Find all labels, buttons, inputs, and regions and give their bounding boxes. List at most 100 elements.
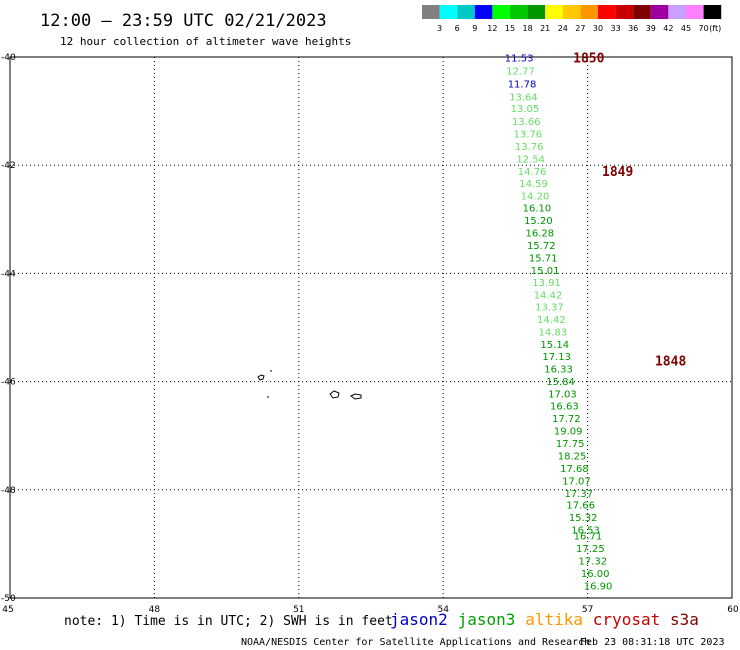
lat-tick-label: -48 bbox=[1, 486, 16, 496]
legend-label: 24 bbox=[558, 24, 568, 33]
swh-value: 15.14 bbox=[540, 340, 569, 351]
legend-label: 12 bbox=[487, 24, 497, 33]
swh-value: 16.63 bbox=[550, 402, 579, 413]
swh-value: 13.76 bbox=[515, 142, 544, 153]
swh-value: 14.42 bbox=[534, 290, 563, 301]
island-outline bbox=[350, 393, 362, 400]
legend-swatch bbox=[492, 5, 510, 19]
map-subtitle: 12 hour collection of altimeter wave hei… bbox=[60, 35, 351, 48]
lat-tick-label: -42 bbox=[1, 161, 16, 171]
legend-swatch bbox=[633, 5, 651, 19]
swh-value: 16.53 bbox=[571, 526, 600, 537]
legend-label: 18 bbox=[523, 24, 533, 33]
lat-tick-label: -50 bbox=[1, 594, 16, 604]
swh-value: 16.28 bbox=[526, 229, 555, 240]
legend-label: 42 bbox=[663, 24, 673, 33]
swh-value: 12.54 bbox=[516, 154, 545, 165]
swh-value: 13.66 bbox=[512, 117, 541, 128]
lat-tick-label: -40 bbox=[1, 53, 16, 63]
lon-tick-label: 48 bbox=[149, 605, 161, 615]
cycle-labels: 1850184918481847 bbox=[573, 51, 686, 369]
lat-tick-label: -44 bbox=[1, 269, 16, 279]
lon-tick-label: 54 bbox=[437, 605, 449, 615]
legend-unit: (ft) bbox=[709, 24, 721, 33]
swh-value: 15.20 bbox=[524, 216, 553, 227]
swh-value: 14.83 bbox=[539, 328, 568, 339]
cycle-number: 1849 bbox=[602, 165, 633, 180]
lon-tick-label: 60 bbox=[727, 605, 739, 615]
island-outline bbox=[257, 374, 265, 381]
swh-value: 14.76 bbox=[518, 167, 547, 178]
swh-value: 13.05 bbox=[511, 104, 540, 115]
timestamp-text: Feb 23 08:31:18 UTC 2023 bbox=[580, 637, 725, 648]
swh-value: 17.72 bbox=[552, 414, 581, 425]
swh-value: 15.72 bbox=[527, 241, 556, 252]
swh-value: 13.91 bbox=[532, 278, 561, 289]
satellite-name: jason2 bbox=[390, 610, 448, 629]
crozet-islands bbox=[257, 370, 362, 400]
swh-value: 13.76 bbox=[513, 130, 542, 141]
legend-label: 21 bbox=[540, 24, 550, 33]
swh-value: 17.37 bbox=[564, 489, 593, 500]
legend-swatch bbox=[474, 5, 493, 19]
legend-swatch bbox=[686, 5, 704, 19]
swh-value: 17.07 bbox=[562, 476, 591, 487]
swh-value: 11.78 bbox=[508, 79, 537, 90]
credit-text: NOAA/NESDIS Center for Satellite Applica… bbox=[241, 637, 590, 648]
lon-tick-label: 57 bbox=[582, 605, 593, 615]
swh-value: 14.20 bbox=[521, 191, 550, 202]
satellite-name: altika bbox=[525, 610, 583, 629]
swh-value: 17.25 bbox=[576, 544, 605, 555]
lon-tick-label: 45 bbox=[2, 605, 13, 615]
swh-value: 15.01 bbox=[531, 266, 560, 277]
swh-value: 15.84 bbox=[546, 377, 575, 388]
swh-value: 14.59 bbox=[519, 179, 548, 190]
swh-value: 17.03 bbox=[548, 389, 577, 400]
plot-frame bbox=[9, 56, 733, 599]
lat-tick-label: -46 bbox=[1, 378, 16, 388]
cycle-number: 1850 bbox=[573, 51, 604, 66]
swh-value: 17.13 bbox=[542, 352, 571, 363]
swh-value: 17.75 bbox=[556, 439, 585, 450]
legend-swatch bbox=[527, 5, 546, 19]
legend-swatch bbox=[545, 5, 563, 19]
color-legend: 3 6 9 12 15 18 21 24 27 30 33 36 39 42 45 70 (ft) bbox=[422, 5, 721, 33]
swh-value: 18.25 bbox=[558, 452, 587, 463]
swh-value: 13.64 bbox=[509, 92, 538, 103]
legend-label: 36 bbox=[628, 24, 638, 33]
swh-value: 16.71 bbox=[574, 532, 603, 543]
swh-value: 16.90 bbox=[584, 581, 613, 592]
legend-swatch bbox=[615, 5, 634, 19]
swh-value: 16.10 bbox=[523, 204, 552, 215]
legend-label: 3 bbox=[437, 24, 442, 33]
legend-swatch bbox=[457, 5, 475, 19]
legend-label: 30 bbox=[593, 24, 603, 33]
legend-label: 33 bbox=[611, 24, 621, 33]
legend-label: 70 bbox=[699, 24, 709, 33]
legend-swatch bbox=[650, 5, 669, 19]
swh-value: 13.37 bbox=[535, 303, 564, 314]
map-title: 12:00 – 23:59 UTC 02/21/2023 bbox=[40, 11, 327, 31]
cycle-number: 1848 bbox=[655, 354, 686, 369]
satellite-name: jason3 bbox=[458, 610, 516, 629]
satellite-name: cryosat bbox=[593, 610, 660, 629]
legend-label: 15 bbox=[505, 24, 515, 33]
swh-value: 16.33 bbox=[544, 364, 573, 375]
legend-swatch bbox=[510, 5, 528, 19]
swh-value: 17.68 bbox=[560, 464, 589, 475]
swh-value: 19.09 bbox=[554, 427, 583, 438]
legend-swatch bbox=[562, 5, 581, 19]
legend-swatch bbox=[580, 5, 598, 19]
satellite-name: s3a bbox=[670, 610, 699, 629]
legend-swatch bbox=[439, 5, 458, 19]
legend-label: 9 bbox=[472, 24, 477, 33]
legend-label: 45 bbox=[681, 24, 691, 33]
footer-note: note: 1) Time is in UTC; 2) SWH is in fe… bbox=[64, 614, 393, 629]
legend-swatch bbox=[422, 5, 440, 19]
island-outline bbox=[329, 390, 340, 399]
swh-value: 12.77 bbox=[506, 66, 535, 77]
swh-value: 11.53 bbox=[505, 53, 534, 64]
legend-label: 27 bbox=[575, 24, 585, 33]
